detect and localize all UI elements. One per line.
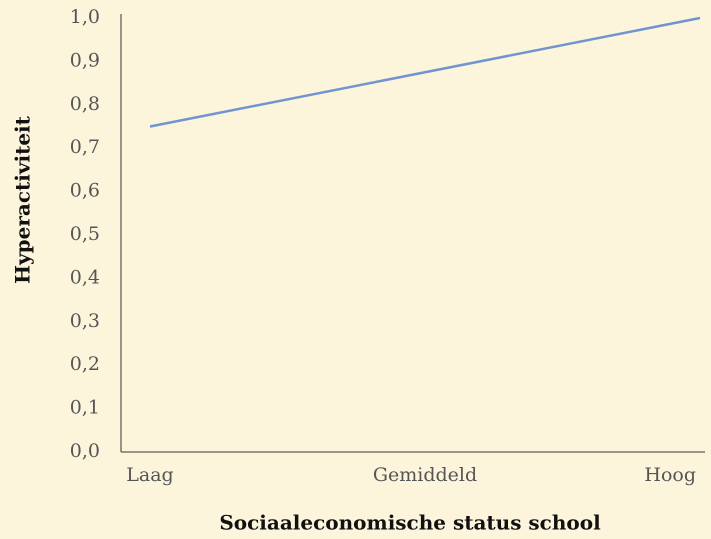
x-axis-title: Sociaaleconomische status school xyxy=(219,511,601,535)
y-tick-label: 0,4 xyxy=(70,266,100,288)
y-tick-label: 0,3 xyxy=(70,310,100,332)
x-tick-label: Hoog xyxy=(644,464,696,486)
y-axis-title: Hyperactiviteit xyxy=(11,115,35,284)
y-tick-label: 0,5 xyxy=(70,223,100,245)
y-tick-label: 0,9 xyxy=(70,49,100,71)
y-tick-label: 0,7 xyxy=(70,136,100,158)
y-tick-label: 0,8 xyxy=(70,93,100,115)
y-tick-label: 1,0 xyxy=(70,6,100,28)
line-series xyxy=(149,16,701,128)
x-tick-label: Laag xyxy=(126,464,173,486)
x-tick-label: Gemiddeld xyxy=(373,464,477,486)
y-tick-label: 0,1 xyxy=(70,397,100,419)
y-tick-label: 0,2 xyxy=(70,353,100,375)
y-tick-label: 0,0 xyxy=(70,440,100,462)
y-tick-label: 0,6 xyxy=(70,180,100,202)
